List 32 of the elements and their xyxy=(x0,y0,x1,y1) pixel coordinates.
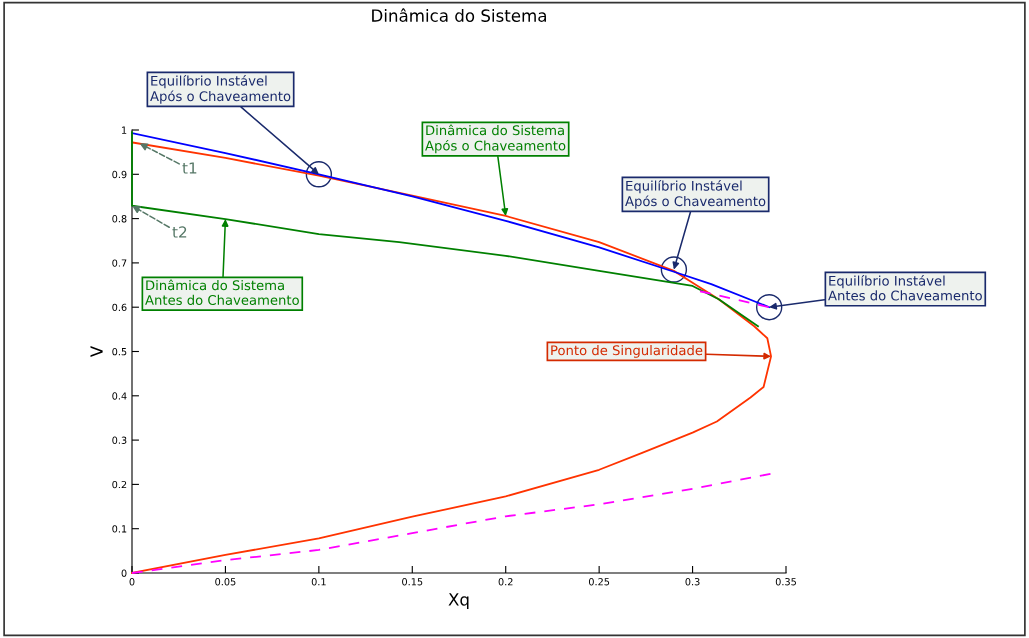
y-tick-label: 0.9 xyxy=(112,170,127,179)
y-tick-label: 0.3 xyxy=(112,436,127,444)
x-tick-label: 0.25 xyxy=(588,578,610,586)
x-tick-label: 0 xyxy=(129,578,135,586)
line-series xyxy=(131,472,772,574)
y-tick-label: 0.7 xyxy=(112,259,127,267)
annotation: Dinâmica do Sistema Após o Chaveamento xyxy=(425,124,566,154)
x-tick-label: 0.3 xyxy=(685,578,700,586)
annotation: Equilíbrio Instável Após o Chaveamento xyxy=(150,75,291,104)
chart-title: Dinâmica do Sistema xyxy=(372,8,546,22)
annotation: Equilíbrio Instável Após o Chaveamento xyxy=(625,180,766,209)
y-tick-label: 0.8 xyxy=(112,215,127,223)
x-tick-label: 0.05 xyxy=(215,578,236,586)
x-axis-title: Xq xyxy=(448,593,469,609)
y-tick-label: 0 xyxy=(121,569,127,577)
annotation: Dinâmica do Sistema Antes do Chaveamento xyxy=(145,279,299,305)
y-tick-label: 0.6 xyxy=(112,303,127,312)
annotation: Equilíbrio Instável Antes do Chaveamento xyxy=(828,275,982,301)
annotation: t1 xyxy=(182,162,197,174)
x-tick-label: 0.1 xyxy=(311,578,326,586)
x-tick-label: 0.2 xyxy=(498,578,513,586)
x-tick-label: 0.35 xyxy=(775,578,796,586)
line-series xyxy=(131,141,772,574)
y-tick-label: 0.1 xyxy=(112,525,127,533)
y-tick-label: 1 xyxy=(122,126,127,134)
y-axis-title: V xyxy=(90,345,103,358)
annotation: Ponto de Singularidade xyxy=(551,345,703,358)
annotation: t2 xyxy=(172,226,187,238)
y-tick-label: 0.2 xyxy=(112,480,127,489)
y-tick-label: 0.4 xyxy=(112,392,127,400)
x-tick-label: 0.15 xyxy=(402,578,423,586)
y-tick-label: 0.5 xyxy=(112,347,127,356)
